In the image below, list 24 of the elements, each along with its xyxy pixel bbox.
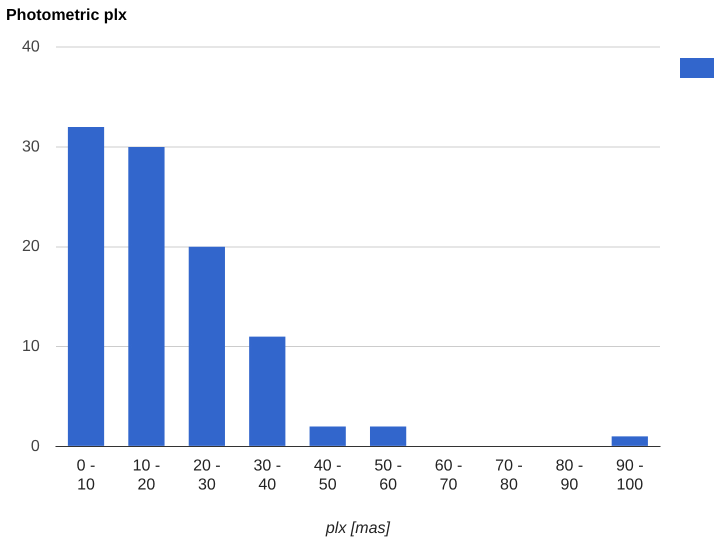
bar xyxy=(128,147,165,446)
y-tick-label: 20 xyxy=(22,238,40,256)
bar xyxy=(249,336,286,446)
x-tick-label: 10 - 20 xyxy=(132,457,160,494)
x-tick-label: 30 - 40 xyxy=(253,457,282,494)
x-tick-label: 80 - 90 xyxy=(556,457,584,494)
y-tick-label: 30 xyxy=(22,138,40,156)
x-tick-label: 40 - 50 xyxy=(314,457,342,494)
bar xyxy=(188,246,225,446)
bar xyxy=(370,426,406,446)
y-tick-label: 0 xyxy=(30,438,40,455)
x-tick-label: 50 - 60 xyxy=(374,457,402,494)
bar xyxy=(612,436,648,446)
x-tick-label: 70 - 80 xyxy=(495,457,523,494)
x-tick-label: 20 - 30 xyxy=(193,457,221,494)
x-axis-title: plx [mas] xyxy=(324,520,390,537)
y-tick-label: 10 xyxy=(22,338,40,356)
chart-title: Photometric plx xyxy=(6,7,128,24)
y-tick-label: 40 xyxy=(22,38,40,56)
x-tick-label: 90 - 100 xyxy=(616,457,644,494)
bar xyxy=(68,127,104,446)
bar xyxy=(310,426,346,446)
x-tick-label: 0 - 10 xyxy=(76,457,96,494)
x-tick-label: 60 - 70 xyxy=(434,457,462,494)
